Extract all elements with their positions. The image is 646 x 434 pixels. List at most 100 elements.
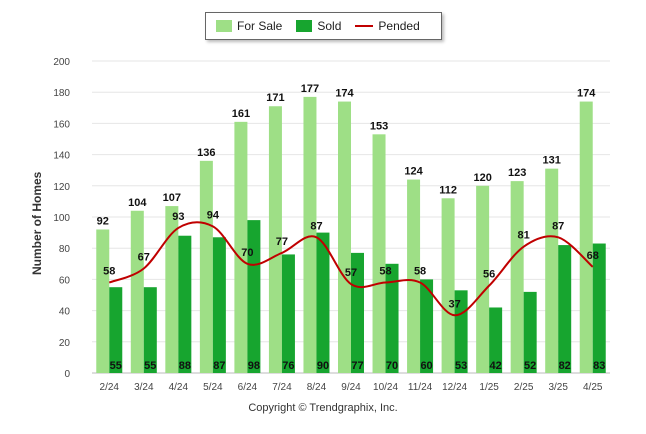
copyright-credit: Copyright © Trendgraphix, Inc. [248,402,398,414]
bar-for-sale [372,134,386,373]
data-label-pended: 87 [552,220,564,232]
bar-sold [351,252,364,373]
data-label-for-sale: 171 [266,92,284,104]
bar-for-sale [234,121,248,373]
bar-sold [178,235,192,373]
data-label-pended: 77 [276,236,288,248]
data-label-sold: 83 [593,360,605,372]
legend-item-for-sale[interactable]: For Sale [216,19,282,33]
data-label-pended: 37 [448,298,460,310]
bar-for-sale [268,106,282,374]
data-label-for-sale: 131 [543,155,561,167]
data-label-sold: 76 [282,360,294,372]
data-label-for-sale: 92 [97,215,109,227]
legend-label-pended: Pended [378,19,420,33]
bar-for-sale [545,168,559,373]
data-label-sold: 55 [110,360,122,372]
bar-sold [385,263,399,373]
data-label-for-sale: 120 [473,172,491,184]
x-tick-label: 9/24 [341,382,361,393]
bar-for-sale [303,96,317,373]
x-tick-label: 4/24 [169,382,189,393]
x-tick-label: 4/25 [583,382,603,393]
data-label-for-sale: 107 [163,192,181,204]
bar-sold [212,237,226,373]
data-label-pended: 93 [172,211,184,223]
pended-line [108,221,594,317]
legend-item-pended[interactable]: Pended [355,19,420,33]
data-label-sold: 53 [455,360,467,372]
bar-sold [523,291,537,373]
bar-for-sale [510,181,524,373]
bar-for-sale [338,101,351,373]
data-label-pended: 68 [587,250,599,262]
data-label-sold: 60 [420,360,432,372]
y-tick-label: 200 [53,57,70,68]
legend-item-sold[interactable]: Sold [296,19,341,33]
legend-swatch-sold [296,20,313,32]
data-label-for-sale: 161 [232,108,250,120]
legend-label-sold: Sold [317,19,342,33]
legend-swatch-pended [355,25,374,27]
bar-for-sale [165,206,179,373]
data-label-pended: 57 [345,267,357,279]
bar-sold [316,232,330,373]
y-tick-label: 180 [53,88,70,99]
data-label-pended: 58 [379,266,391,278]
data-label-for-sale: 177 [301,83,319,95]
x-tick-label: 3/24 [134,382,154,393]
data-label-for-sale: 174 [335,88,354,100]
y-tick-label: 100 [53,213,70,224]
data-label-for-sale: 112 [439,184,457,196]
bar-for-sale [441,198,455,373]
legend-label-for-sale: For Sale [237,19,283,33]
bar-sold [143,287,157,373]
data-label-pended: 67 [138,251,150,263]
data-label-sold: 52 [524,360,536,372]
x-tick-label: 8/24 [307,382,327,393]
data-label-sold: 87 [213,360,225,372]
bar-sold [247,220,261,373]
data-label-for-sale: 124 [404,166,423,178]
data-label-for-sale: 123 [508,167,526,179]
y-tick-label: 60 [59,275,71,286]
x-tick-label: 10/24 [373,382,398,393]
bar-for-sale [579,101,593,373]
data-label-pended: 94 [207,209,220,221]
data-label-pended: 56 [483,269,495,281]
bar-sold [592,243,606,373]
data-label-for-sale: 104 [128,197,147,209]
x-tick-label: 7/24 [272,382,292,393]
bar-for-sale [96,229,110,373]
x-tick-label: 2/25 [514,382,534,393]
data-label-sold: 42 [490,360,502,372]
data-label-sold: 90 [317,360,329,372]
data-label-sold: 98 [248,360,260,372]
y-tick-label: 40 [59,307,71,318]
data-label-sold: 88 [179,360,191,372]
data-label-for-sale: 136 [197,147,215,159]
y-tick-label: 0 [64,369,70,380]
bar-sold [420,279,434,373]
y-tick-label: 80 [59,244,71,255]
data-label-pended: 87 [310,220,322,232]
x-tick-label: 5/24 [203,382,223,393]
bar-sold [558,245,572,373]
legend-swatch-for-sale [216,20,232,32]
y-tick-label: 140 [53,151,70,162]
x-tick-label: 1/25 [479,382,499,393]
data-label-for-sale: 174 [577,88,596,100]
x-tick-label: 3/25 [548,382,568,393]
x-tick-label: 11/24 [408,382,433,393]
data-label-pended: 70 [241,247,253,259]
x-tick-label: 6/24 [238,382,258,393]
data-label-pended: 58 [103,266,115,278]
data-label-pended: 58 [414,266,426,278]
bar-for-sale [199,160,213,373]
y-tick-label: 160 [53,119,70,130]
bar-sold [281,254,295,373]
legend: For Sale Sold Pended [205,12,442,40]
data-label-sold: 55 [144,360,156,372]
data-label-sold: 70 [386,360,398,372]
